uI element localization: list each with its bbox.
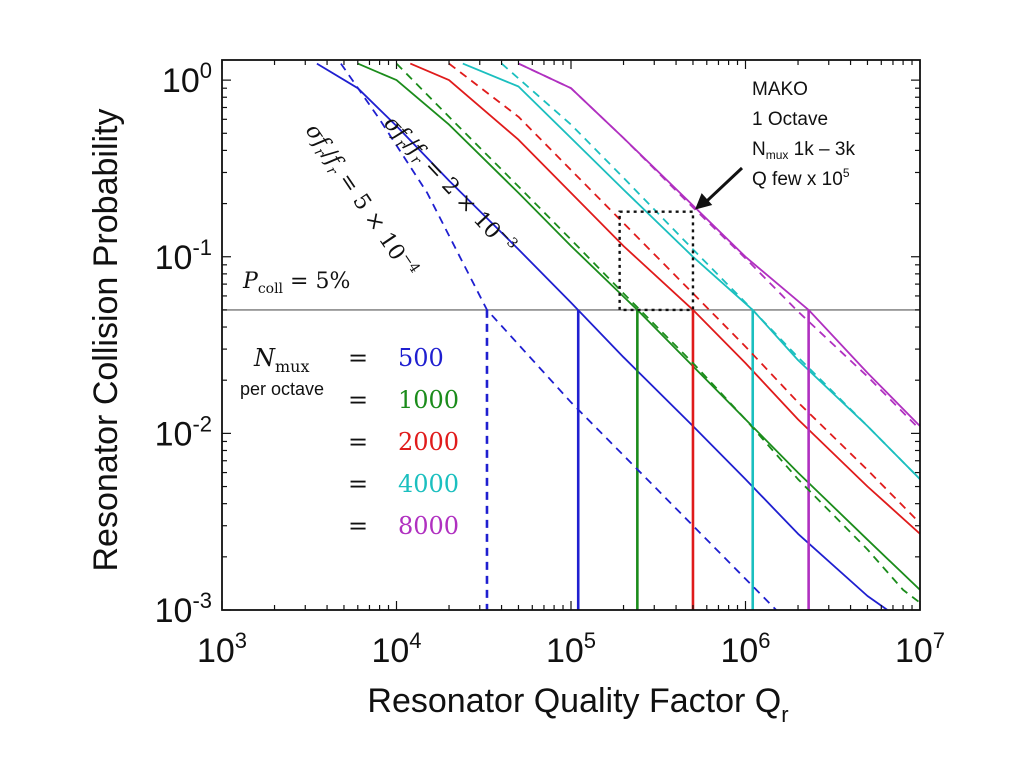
legend-per-octave: per octave bbox=[240, 379, 324, 399]
annotation-arrow bbox=[694, 166, 744, 210]
series-line-3-solid bbox=[462, 62, 920, 480]
legend-entry-4000: 4000 bbox=[398, 470, 459, 498]
annotation-line-3: Nmux 1k – 3k bbox=[752, 139, 855, 162]
x-tick-label: 106 bbox=[720, 628, 770, 670]
threshold-label-var: P bbox=[242, 269, 259, 294]
x-tick-label: 104 bbox=[371, 628, 421, 670]
legend-entry-500: 500 bbox=[398, 344, 444, 372]
legend: Nmux per octave = 500 = 1000 = 2000 = 4000 = 8000 bbox=[240, 344, 459, 540]
x-tick-label: 107 bbox=[895, 628, 945, 670]
highlight-box bbox=[618, 210, 695, 312]
x-axis-title-main: Resonator Quality Factor Q bbox=[367, 682, 781, 720]
y-tick-label: 10-2 bbox=[155, 411, 212, 453]
threshold-label-sub: coll bbox=[258, 281, 284, 297]
legend-entry-2000: 2000 bbox=[398, 428, 459, 456]
mako-annotation: MAKO 1 Octave Nmux 1k – 3k Q few x 105 bbox=[694, 79, 855, 210]
plot-area bbox=[222, 62, 920, 610]
series-line-1-solid bbox=[357, 62, 920, 591]
legend-equals: = bbox=[348, 512, 368, 540]
legend-equals: = bbox=[348, 470, 368, 498]
series-line-8-dashed bbox=[501, 62, 920, 480]
series-line-6-dashed bbox=[395, 62, 920, 604]
annotation-line-1: MAKO bbox=[752, 79, 808, 100]
legend-entry-8000: 8000 bbox=[398, 512, 459, 540]
x-axis-title-sub: r bbox=[781, 702, 788, 727]
legend-equals: = bbox=[348, 428, 368, 456]
legend-entries: = 500 = 1000 = 2000 = 4000 = 8000 bbox=[348, 344, 459, 540]
threshold-label: Pcoll = 5% bbox=[242, 269, 350, 297]
annotation-line-2: 1 Octave bbox=[752, 109, 828, 130]
series-line-7-dashed bbox=[448, 62, 920, 524]
annotation-line-4: Q few x 105 bbox=[752, 166, 850, 190]
axes: 103 104 105 106 107 100 10-1 10-2 10-3 bbox=[155, 58, 945, 670]
legend-variable: Nmux bbox=[253, 344, 310, 376]
x-tick-label: 105 bbox=[546, 628, 596, 670]
threshold-label-rest: = 5% bbox=[283, 269, 350, 294]
y-tick-label: 100 bbox=[162, 58, 212, 100]
series-group bbox=[222, 62, 920, 610]
y-tick-label: 10-3 bbox=[155, 588, 212, 630]
series-line-9-dashed bbox=[518, 62, 920, 431]
y-tick-label: 10-1 bbox=[155, 235, 212, 277]
legend-entry-1000: 1000 bbox=[398, 386, 459, 414]
legend-equals: = bbox=[348, 344, 368, 372]
series-line-2-solid bbox=[409, 62, 920, 535]
legend-equals: = bbox=[348, 386, 368, 414]
x-axis-title: Resonator Quality Factor Qr bbox=[367, 682, 788, 727]
x-tick-label: 103 bbox=[197, 628, 247, 670]
arrow-shaft bbox=[701, 166, 744, 206]
arrow-head bbox=[694, 193, 713, 210]
y-axis-title: Resonator Collision Probability bbox=[87, 108, 125, 571]
